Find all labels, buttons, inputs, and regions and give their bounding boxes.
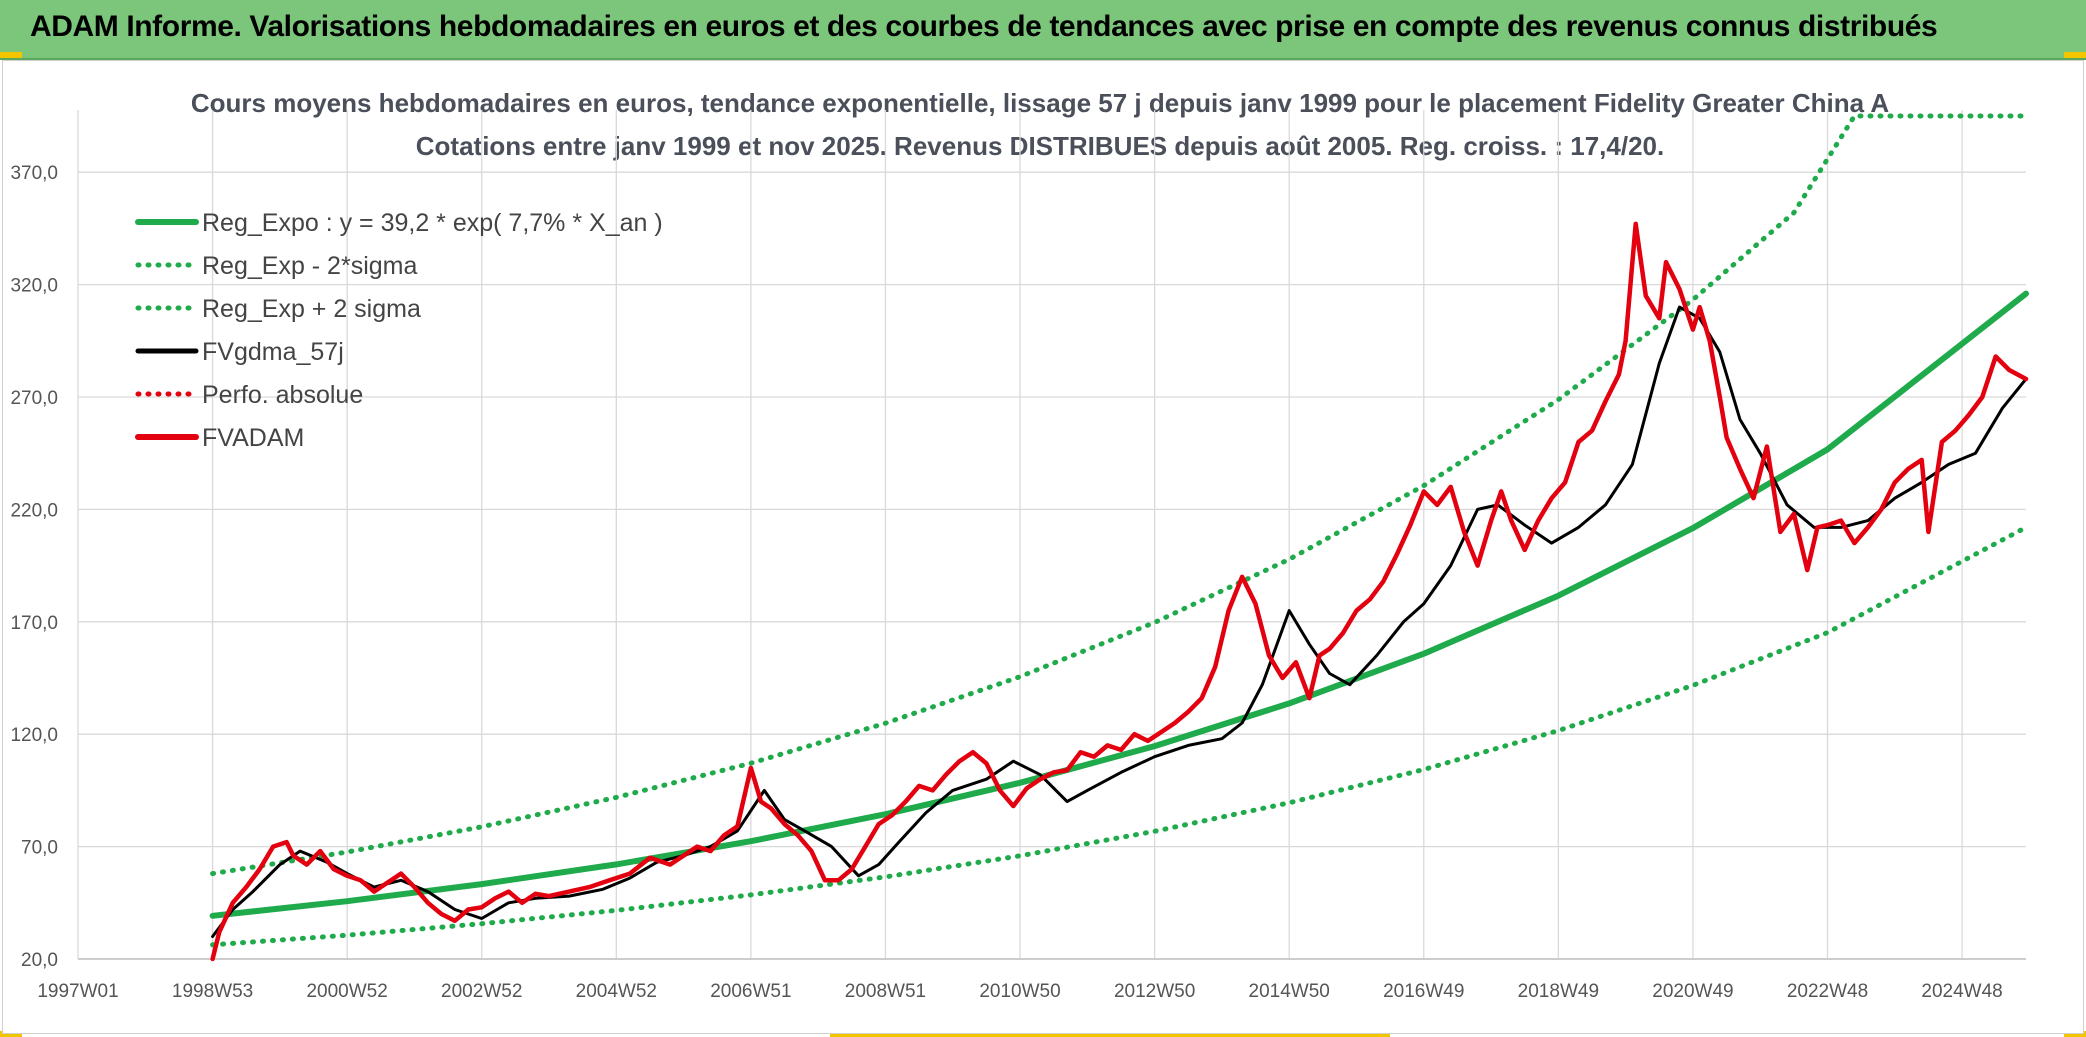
corner-marker-top-left: [0, 52, 22, 58]
series-line-0: [209, 290, 2029, 919]
x-tick-label: 2014W50: [1249, 981, 1330, 1002]
chart-frame: [2, 60, 2084, 1034]
chart-subtitle: Cotations entre janv 1999 et nov 2025. R…: [416, 131, 1664, 161]
x-tick-label: 1997W01: [37, 981, 118, 1002]
x-axis: 1997W01 1998W53 2000W52 2002W52 2004W52 2006W…: [37, 981, 2002, 1002]
x-tick-label: 2004W52: [576, 981, 657, 1002]
corner-marker-top-right: [2064, 52, 2086, 58]
y-tick-label: 70,0: [21, 838, 58, 859]
report-title: ADAM Informe. Valorisations hebdomadaire…: [30, 10, 1938, 43]
y-tick-label: 170,0: [10, 613, 58, 634]
report-banner: ADAM Informe. Valorisations hebdomadaire…: [0, 0, 2086, 60]
x-tick-label: 2000W52: [306, 981, 387, 1002]
x-tick-label: 2020W49: [1652, 981, 1733, 1002]
corner-marker-bottom-right: [2064, 1031, 2086, 1037]
legend-label: Perfo. absolue: [202, 381, 363, 409]
chart-legend: Reg_Expo : y = 39,2 * exp( 7,7% * X_an )…: [135, 209, 663, 452]
x-tick-label: 2024W48: [1921, 981, 2002, 1002]
series-line-2: [210, 113, 2029, 877]
x-tick-label: 2012W50: [1114, 981, 1195, 1002]
x-tick-label: 2018W49: [1518, 981, 1599, 1002]
x-tick-label: 2016W49: [1383, 981, 1464, 1002]
x-tick-label: 2006W51: [710, 981, 791, 1002]
y-tick-label: 220,0: [10, 500, 58, 521]
legend-label: Reg_Expo : y = 39,2 * exp( 7,7% * X_an ): [202, 209, 663, 237]
legend-label: FVADAM: [202, 424, 304, 452]
legend-label: Reg_Exp + 2 sigma: [202, 295, 421, 323]
x-tick-label: 1998W53: [172, 981, 253, 1002]
x-tick-label: 2022W48: [1787, 981, 1868, 1002]
corner-marker-bottom-center: [830, 1034, 1390, 1037]
series-line-3: [211, 305, 2028, 938]
y-tick-label: 370,0: [10, 163, 58, 184]
chart-title: Cours moyens hebdomadaires en euros, ten…: [191, 88, 1889, 118]
x-tick-label: 2010W50: [979, 981, 1060, 1002]
y-tick-label: 320,0: [10, 276, 58, 297]
legend-label: Reg_Exp - 2*sigma: [202, 252, 417, 280]
corner-marker-bottom-left: [0, 1031, 22, 1037]
y-axis: 20,0 70,0 120,0 170,0 220,0 270,0 320,0 370,0: [10, 163, 58, 971]
chart-grid: [77, 110, 2026, 960]
series-line-5: [210, 221, 2029, 962]
chart-series: [209, 113, 2029, 962]
series-line-1: [210, 524, 2029, 948]
y-tick-label: 270,0: [10, 388, 58, 409]
x-tick-label: 2002W52: [441, 981, 522, 1002]
legend-label: FVgdma_57j: [202, 338, 344, 366]
x-tick-label: 2008W51: [845, 981, 926, 1002]
y-tick-label: 120,0: [10, 725, 58, 746]
y-tick-label: 20,0: [21, 950, 58, 971]
